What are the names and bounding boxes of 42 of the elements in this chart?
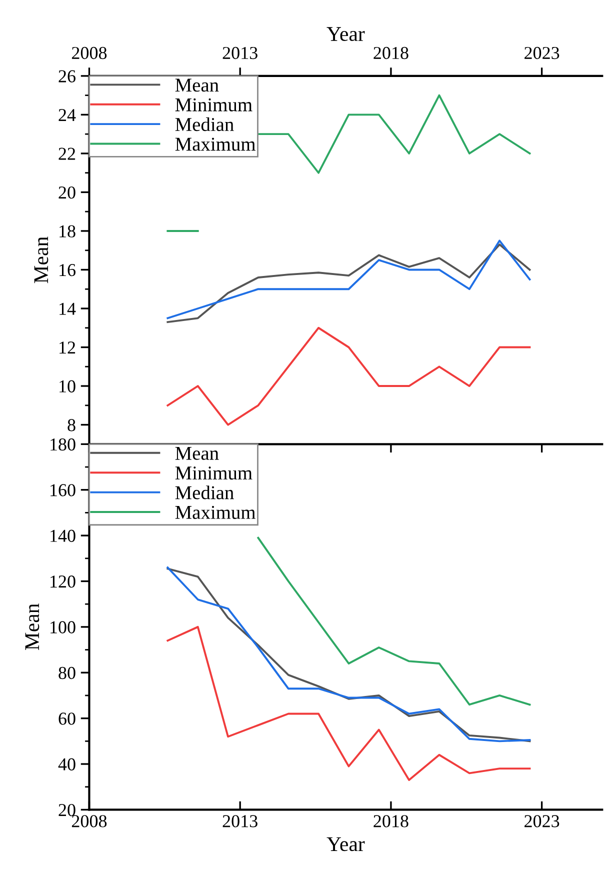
x-tick-label: 2013 [222,815,258,828]
y-axis-title: Mean [25,604,40,650]
x-tick-label: 2008 [72,46,107,60]
legend-label: Mean [175,78,219,92]
legend-label: Maximum [175,506,256,519]
legend-label: Mean [175,446,219,460]
x-tick-label: 2013 [222,46,258,60]
y-axis-title: Mean [34,236,48,284]
x-tick-label: 2023 [524,815,560,828]
legend-label: Maximum [175,138,256,151]
y-tick-label: 24 [58,109,76,121]
y-tick-label: 60 [58,712,76,725]
x-axis-title: Year [326,27,365,42]
y-tick-label: 14 [60,302,76,315]
y-tick-label: 100 [50,621,76,634]
y-tick-label: 10 [60,380,76,392]
x-axis-title: Year [326,837,365,852]
y-tick-label: 12 [60,342,76,354]
y-tick-label: 160 [50,484,76,496]
y-tick-label: 16 [60,264,76,276]
legend-label: Median [175,117,234,132]
y-tick-label: 8 [68,419,76,432]
y-tick-label: 20 [58,804,76,816]
x-tick-label: 2023 [524,46,560,60]
line-series [257,536,531,706]
legend-label: Minimum [175,98,252,112]
line-series [166,626,531,781]
y-tick-label: 40 [58,758,76,770]
y-tick-label: 80 [58,666,76,680]
y-tick-label: 20 [58,186,76,199]
y-tick-label: 140 [50,530,76,542]
legend-label: Median [175,486,234,500]
x-tick-label: 2008 [72,815,107,828]
y-tick-label: 120 [50,575,76,588]
y-tick-label: 22 [58,148,76,160]
x-tick-label: 2018 [374,46,408,60]
line-series [166,326,531,426]
y-tick-label: 180 [50,438,76,451]
y-tick-label: 26 [58,70,76,82]
legend-label: Minimum [175,466,252,480]
x-tick-label: 2018 [374,815,408,828]
y-tick-label: 18 [60,225,76,238]
